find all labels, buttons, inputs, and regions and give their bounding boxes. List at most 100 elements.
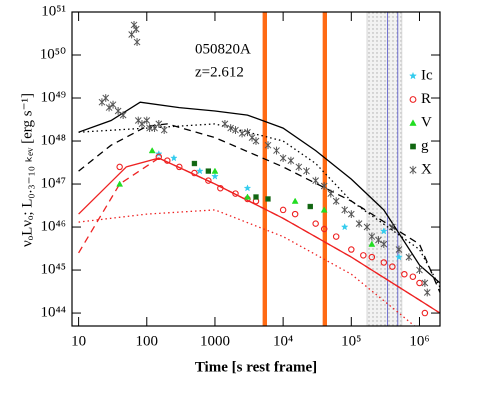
- data-point: [132, 25, 140, 34]
- data-point: [295, 163, 303, 171]
- data-point: [102, 94, 110, 102]
- data-point: [368, 253, 376, 261]
- data-point: [416, 266, 423, 274]
- data-point: [291, 210, 299, 218]
- data-point: [287, 156, 295, 165]
- y-tick-label: 10⁵¹: [41, 3, 66, 19]
- y-tick-label: 10⁴⁶: [41, 218, 66, 234]
- legend-marker: [409, 96, 417, 103]
- x-tick-label: 1000: [200, 333, 230, 349]
- data-point: [232, 126, 239, 134]
- data-point: [176, 163, 183, 171]
- band: [366, 12, 403, 326]
- data-point: [116, 163, 123, 171]
- data-point: [211, 172, 219, 180]
- data-point: [389, 263, 396, 270]
- data-point: [291, 197, 299, 204]
- data-point: [401, 270, 408, 278]
- legend-label: X: [421, 161, 432, 177]
- data-point: [360, 252, 367, 259]
- data-point: [388, 223, 396, 231]
- data-point: [205, 168, 211, 174]
- data-point: [114, 107, 122, 115]
- data-point: [347, 210, 355, 218]
- y-axis-label: νₒLνₒ; L₀.₃₋₁₀ ₖₑᵥ [erg s⁻¹]: [19, 93, 35, 247]
- data-point: [155, 153, 163, 161]
- data-point: [421, 279, 429, 287]
- data-point: [191, 169, 198, 177]
- data-point: [368, 240, 376, 247]
- data-point: [170, 154, 178, 162]
- data-point: [327, 189, 335, 198]
- data-point: [105, 103, 113, 112]
- data-point: [116, 180, 124, 187]
- data-point: [227, 124, 235, 132]
- legend-label: g: [421, 138, 429, 154]
- x-tick-label: 10⁵: [341, 333, 361, 349]
- data-point: [264, 141, 272, 150]
- legend-label: Ic: [421, 67, 433, 83]
- model-curve: [78, 209, 416, 326]
- data-point: [416, 279, 423, 287]
- y-tick-label: 10⁴⁸: [41, 132, 66, 148]
- data-point: [355, 219, 363, 228]
- band: [322, 12, 327, 326]
- data-point: [312, 220, 319, 227]
- data-point: [380, 227, 388, 235]
- data-point: [133, 38, 141, 46]
- data-point: [368, 232, 376, 241]
- data-point: [148, 147, 156, 154]
- data-point: [221, 120, 229, 128]
- data-point: [119, 111, 127, 120]
- data-point: [248, 133, 256, 142]
- legend-marker: [409, 165, 417, 175]
- data-point: [279, 154, 287, 163]
- data-point: [128, 30, 136, 39]
- model-curve: [78, 157, 440, 314]
- x-tick-label: 100: [136, 333, 159, 349]
- data-point: [252, 137, 260, 145]
- data-point: [340, 222, 349, 231]
- data-point: [303, 167, 310, 175]
- x-axis-label: Time [s rest frame]: [195, 359, 317, 375]
- data-point: [312, 176, 320, 185]
- y-tick-label: 10⁴⁴: [41, 304, 66, 320]
- data-point: [279, 206, 287, 214]
- data-point: [380, 240, 388, 249]
- data-point: [332, 197, 340, 206]
- data-point: [243, 184, 252, 192]
- data-point: [423, 288, 431, 297]
- data-point: [155, 120, 163, 128]
- legend-marker: [409, 119, 417, 126]
- annotation: z=2.612: [195, 64, 244, 80]
- band: [262, 12, 268, 326]
- data-point: [164, 157, 171, 164]
- legend-label: R: [421, 91, 431, 107]
- data-point: [191, 160, 198, 167]
- data-point: [307, 203, 313, 210]
- data-point: [320, 225, 328, 233]
- data-point: [205, 177, 212, 184]
- data-point: [265, 196, 271, 202]
- y-tick-label: 10⁴⁵: [41, 261, 66, 277]
- data-point: [395, 253, 403, 261]
- data-point: [405, 253, 413, 261]
- data-point: [134, 116, 142, 125]
- data-point: [363, 223, 371, 231]
- data-point: [273, 146, 280, 155]
- data-point: [160, 126, 168, 134]
- x-tick-label: 10⁶: [409, 333, 429, 349]
- plot-frame: [71, 11, 441, 327]
- data-point: [320, 206, 328, 213]
- legend-label: V: [421, 114, 432, 130]
- data-point: [332, 233, 340, 240]
- data-point: [232, 190, 239, 197]
- data-point: [253, 194, 259, 200]
- data-point: [146, 124, 153, 132]
- data-point: [341, 206, 349, 214]
- data-point: [395, 245, 403, 254]
- data-point: [138, 120, 146, 128]
- data-point: [244, 128, 251, 137]
- x-tick-label: 10⁴: [273, 333, 293, 349]
- data-point: [375, 236, 382, 244]
